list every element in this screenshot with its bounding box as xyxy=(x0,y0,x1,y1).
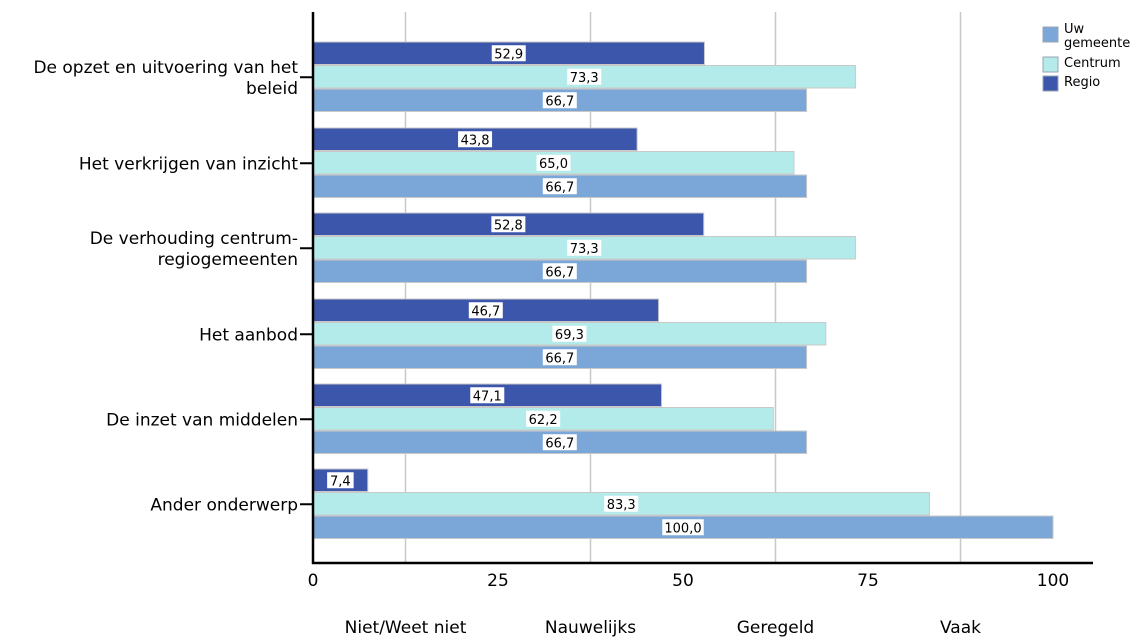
legend-swatch-centrum xyxy=(1042,56,1059,73)
legend-label: Centrum xyxy=(1064,56,1121,71)
legend-swatch-regio xyxy=(1042,75,1059,92)
x-tick-label: 0 xyxy=(308,571,319,591)
category-label: regiogemeenten xyxy=(158,250,298,270)
data-label-bg-0-5 xyxy=(327,472,354,489)
data-label-bg-1-2 xyxy=(567,239,602,256)
data-label-bg-1-1 xyxy=(536,154,571,171)
x-category-label: Vaak xyxy=(940,618,981,638)
data-label: 73,3 xyxy=(570,242,599,257)
data-label: 66,7 xyxy=(545,180,574,195)
data-label: 73,3 xyxy=(570,71,599,86)
x-tick-label: 50 xyxy=(672,571,694,591)
category-label: De inzet van middelen xyxy=(106,410,298,430)
x-tick-label: 75 xyxy=(857,571,879,591)
data-label: 69,3 xyxy=(555,328,584,343)
data-label-bg-2-5 xyxy=(662,519,704,536)
legend-swatch-uw-gemeente xyxy=(1042,26,1059,43)
data-label-bg-0-2 xyxy=(491,216,526,233)
data-label: 52,8 xyxy=(494,218,523,233)
data-label: 66,7 xyxy=(545,351,574,366)
data-label: 65,0 xyxy=(539,157,568,172)
data-label: 47,1 xyxy=(473,389,502,404)
data-label: 7,4 xyxy=(330,474,351,489)
data-label: 66,7 xyxy=(545,265,574,280)
legend-label: Uw xyxy=(1064,22,1085,37)
data-label-bg-0-4 xyxy=(470,387,505,404)
data-label: 66,7 xyxy=(545,436,574,451)
data-label-bg-1-3 xyxy=(552,325,587,342)
data-label-bg-1-4 xyxy=(526,410,561,427)
category-label: Het verkrijgen van inzicht xyxy=(79,154,298,174)
data-label: 46,7 xyxy=(471,304,500,319)
data-label: 62,2 xyxy=(529,413,558,428)
data-label-bg-0-1 xyxy=(458,131,493,148)
data-label-bg-0-3 xyxy=(468,302,503,319)
x-category-label: Nauwelijks xyxy=(545,618,636,638)
data-label-bg-2-0 xyxy=(542,92,577,109)
data-label: 66,7 xyxy=(545,94,574,109)
data-label: 83,3 xyxy=(607,498,636,513)
legend-label: Regio xyxy=(1064,75,1100,90)
x-tick-label: 25 xyxy=(487,571,509,591)
x-category-label: Geregeld xyxy=(737,618,814,638)
data-label-bg-1-0 xyxy=(567,68,602,85)
category-label: Ander onderwerp xyxy=(150,495,298,515)
x-category-label: Niet/Weet niet xyxy=(345,618,467,638)
data-label-bg-1-5 xyxy=(604,495,639,512)
data-label: 43,8 xyxy=(461,133,490,148)
legend-label: gemeente xyxy=(1064,36,1130,51)
category-label: De verhouding centrum- xyxy=(90,229,298,249)
category-label: beleid xyxy=(246,79,298,99)
data-label-bg-2-4 xyxy=(542,434,577,451)
category-label: De opzet en uitvoering van het xyxy=(33,58,298,78)
data-label-bg-2-1 xyxy=(542,178,577,195)
data-label-bg-2-2 xyxy=(542,263,577,280)
data-label: 52,9 xyxy=(494,47,523,62)
category-label: Het aanbod xyxy=(199,325,298,345)
data-label: 100,0 xyxy=(664,521,701,536)
data-label-bg-2-3 xyxy=(542,349,577,366)
data-label-bg-0-0 xyxy=(491,45,526,62)
x-tick-label: 100 xyxy=(1037,571,1069,591)
